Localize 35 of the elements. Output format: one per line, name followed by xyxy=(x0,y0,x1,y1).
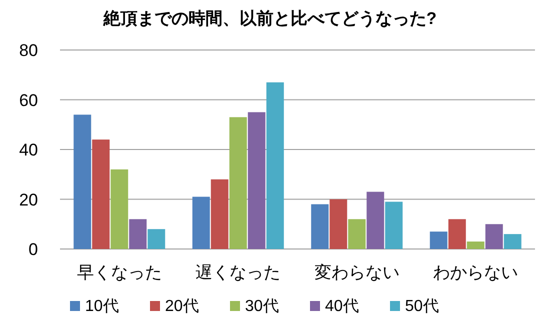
bar xyxy=(448,219,466,249)
bar xyxy=(330,199,348,249)
y-tick-label: 0 xyxy=(28,240,38,259)
bar xyxy=(385,202,403,249)
bar xyxy=(504,234,522,249)
bar xyxy=(74,114,92,249)
x-tick-label: 変わらない xyxy=(314,263,400,282)
bar xyxy=(148,229,166,249)
legend-label: 30代 xyxy=(245,298,279,315)
bar xyxy=(266,82,284,249)
bar xyxy=(311,204,329,249)
bar xyxy=(129,219,147,249)
y-tick-label: 40 xyxy=(19,140,38,160)
bar xyxy=(192,196,210,249)
x-tick-label: わからない xyxy=(433,263,518,282)
bar xyxy=(248,112,266,249)
x-tick-label: 早くなった xyxy=(76,263,162,282)
y-tick-label: 60 xyxy=(19,90,38,110)
legend-label: 20代 xyxy=(165,298,199,315)
y-tick-label: 80 xyxy=(19,41,38,60)
bar xyxy=(366,192,384,249)
legend-label: 40代 xyxy=(325,298,359,315)
bar xyxy=(348,219,366,249)
legend-label: 10代 xyxy=(85,298,119,315)
x-tick-label: 遅くなった xyxy=(196,263,281,282)
y-tick-label: 20 xyxy=(19,190,38,210)
bar xyxy=(485,224,503,249)
bar xyxy=(430,232,448,249)
legend-label: 50代 xyxy=(405,298,439,315)
bar xyxy=(110,169,128,249)
chart-title: 絶頂までの時間、以前と比べてどうなった? xyxy=(102,9,437,28)
bar xyxy=(210,179,228,249)
bar xyxy=(229,117,247,249)
bar xyxy=(92,140,110,249)
bar xyxy=(466,242,484,249)
